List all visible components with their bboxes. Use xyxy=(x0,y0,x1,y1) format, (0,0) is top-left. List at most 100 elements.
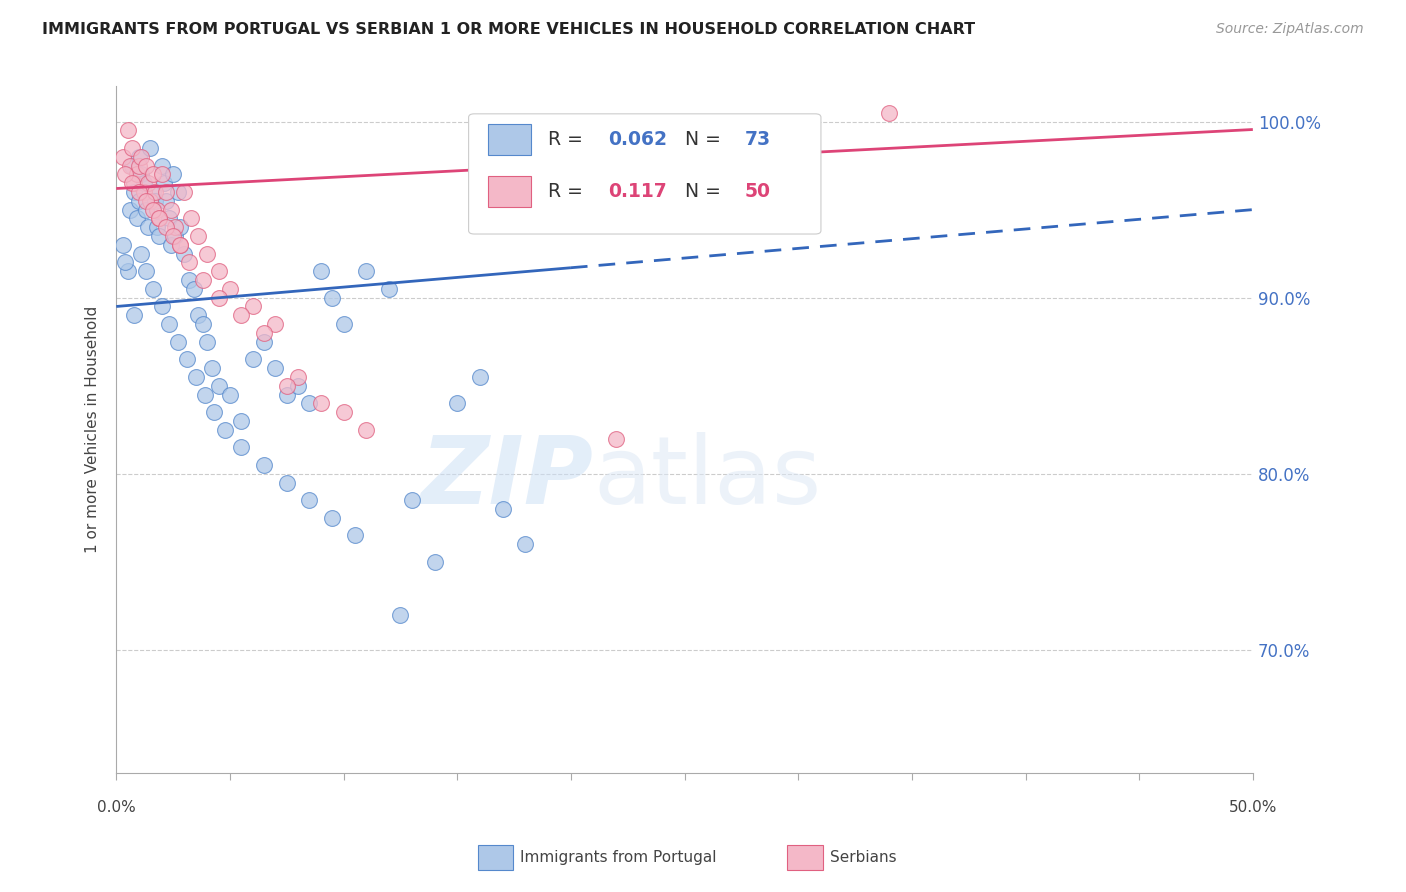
Point xyxy=(183,282,205,296)
Text: ZIP: ZIP xyxy=(420,432,593,524)
Point xyxy=(162,168,184,182)
Point xyxy=(129,168,152,182)
Point xyxy=(125,211,148,226)
Point xyxy=(176,352,198,367)
Point xyxy=(146,202,169,217)
Point xyxy=(276,475,298,490)
Point xyxy=(423,555,446,569)
Point xyxy=(128,159,150,173)
Point xyxy=(515,537,537,551)
Point xyxy=(219,387,242,401)
Point xyxy=(117,123,139,137)
Point xyxy=(143,185,166,199)
Point xyxy=(287,370,309,384)
Point xyxy=(129,246,152,260)
Text: Serbians: Serbians xyxy=(830,850,896,864)
Point xyxy=(492,502,515,516)
Text: 73: 73 xyxy=(745,130,770,149)
Point xyxy=(121,159,143,173)
Point xyxy=(219,282,242,296)
Point xyxy=(195,246,218,260)
Point xyxy=(153,176,176,190)
Point xyxy=(231,308,253,322)
Point xyxy=(136,220,159,235)
Point xyxy=(169,237,191,252)
Point xyxy=(877,105,900,120)
Point xyxy=(148,229,170,244)
Point xyxy=(157,211,180,226)
Point xyxy=(191,317,214,331)
Point xyxy=(264,361,287,376)
Point xyxy=(180,211,202,226)
Text: 0.062: 0.062 xyxy=(609,130,668,149)
Point xyxy=(159,202,181,217)
Point xyxy=(117,264,139,278)
Point xyxy=(605,432,627,446)
Point xyxy=(132,185,155,199)
Point xyxy=(114,168,136,182)
Point xyxy=(112,237,135,252)
Point xyxy=(142,202,165,217)
Point xyxy=(389,607,412,622)
Point xyxy=(155,185,177,199)
Point xyxy=(242,352,264,367)
Text: 0.117: 0.117 xyxy=(609,182,668,201)
Point xyxy=(253,458,276,472)
Point xyxy=(142,282,165,296)
Text: R =: R = xyxy=(548,130,589,149)
FancyBboxPatch shape xyxy=(488,124,531,155)
Point xyxy=(202,405,225,419)
Point xyxy=(298,493,321,508)
Text: 50.0%: 50.0% xyxy=(1229,799,1277,814)
Point xyxy=(155,194,177,208)
Point xyxy=(264,317,287,331)
Point xyxy=(242,300,264,314)
Point xyxy=(378,282,401,296)
Point xyxy=(468,370,491,384)
Point xyxy=(173,185,195,199)
Text: Immigrants from Portugal: Immigrants from Portugal xyxy=(520,850,717,864)
Text: IMMIGRANTS FROM PORTUGAL VS SERBIAN 1 OR MORE VEHICLES IN HOUSEHOLD CORRELATION : IMMIGRANTS FROM PORTUGAL VS SERBIAN 1 OR… xyxy=(42,22,976,37)
Point xyxy=(276,387,298,401)
Point xyxy=(159,237,181,252)
Point xyxy=(148,211,170,226)
Point xyxy=(253,334,276,349)
Point xyxy=(207,378,229,392)
Point xyxy=(343,528,366,542)
Point xyxy=(146,220,169,235)
Text: 0.0%: 0.0% xyxy=(97,799,135,814)
Point xyxy=(121,141,143,155)
Point xyxy=(121,176,143,190)
Point xyxy=(136,176,159,190)
Point xyxy=(128,150,150,164)
Text: N =: N = xyxy=(685,130,727,149)
FancyBboxPatch shape xyxy=(488,176,531,207)
Point xyxy=(231,414,253,428)
Point xyxy=(401,493,423,508)
Point xyxy=(207,264,229,278)
Point xyxy=(356,423,378,437)
Point xyxy=(132,176,155,190)
Point xyxy=(169,220,191,235)
Point xyxy=(118,159,141,173)
Point xyxy=(332,405,354,419)
Point xyxy=(139,194,162,208)
Point xyxy=(321,510,343,524)
Point xyxy=(309,396,332,410)
Point xyxy=(332,317,354,331)
Point xyxy=(143,194,166,208)
Point xyxy=(142,185,165,199)
Point xyxy=(214,423,236,437)
Point xyxy=(169,237,191,252)
Point xyxy=(356,264,378,278)
Point xyxy=(173,246,195,260)
Text: R =: R = xyxy=(548,182,595,201)
Point xyxy=(150,168,173,182)
Point xyxy=(124,308,146,322)
Point xyxy=(150,300,173,314)
Point xyxy=(142,168,165,182)
Point xyxy=(321,291,343,305)
Point xyxy=(287,378,309,392)
FancyBboxPatch shape xyxy=(468,114,821,234)
Point xyxy=(187,229,209,244)
